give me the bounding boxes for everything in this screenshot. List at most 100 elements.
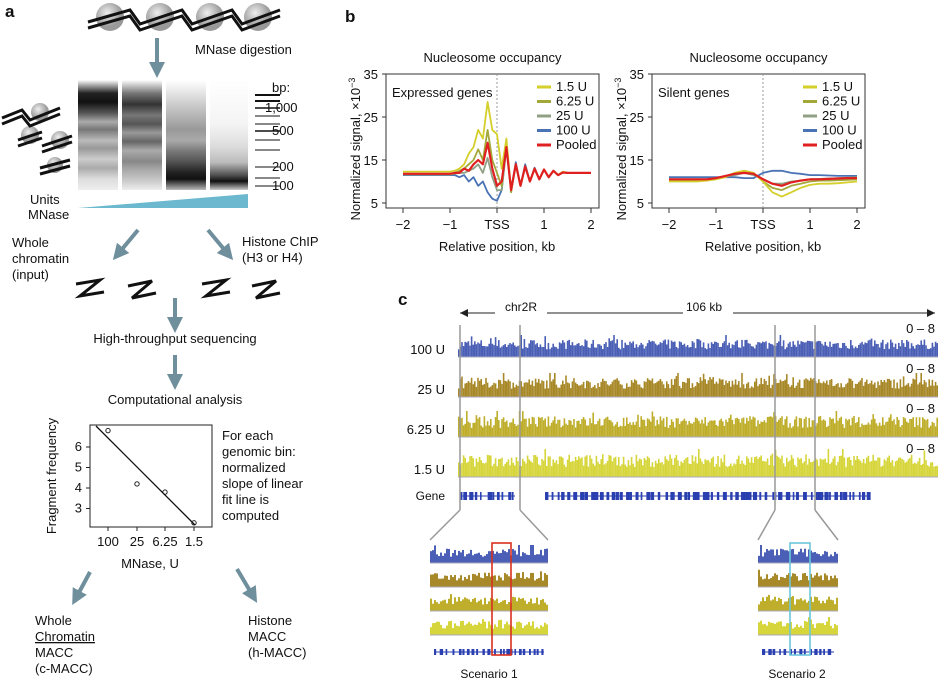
signal-bar (893, 379, 895, 397)
signal-bar (478, 380, 481, 397)
signal-bar (536, 456, 538, 477)
signal-bar (838, 347, 841, 357)
signal-bar (934, 341, 937, 357)
signal-bar (571, 460, 574, 477)
signal-bar (674, 378, 676, 397)
signal-bar (734, 464, 737, 477)
signal-bar (627, 386, 630, 397)
signal-bar (534, 554, 536, 563)
signal-bar (444, 599, 446, 611)
signal-bar (914, 348, 916, 357)
exon (858, 492, 861, 500)
signal-bar (524, 553, 526, 563)
signal-bar (619, 349, 622, 357)
signal-bar (909, 457, 911, 477)
signal-bar (522, 572, 524, 587)
c-macc-label: Whole Chromatin MACC (c-MACC) (35, 613, 95, 676)
signal-bar (518, 572, 520, 587)
exon (735, 492, 739, 500)
signal-bar (915, 345, 918, 357)
span-label: 106 kb (686, 300, 722, 314)
signal-bar (893, 419, 895, 437)
signal-bar (472, 422, 474, 437)
signal-bar (488, 572, 490, 587)
legend-label: 6.25 U (556, 94, 594, 109)
signal-bar (482, 556, 484, 563)
signal-bar (790, 455, 793, 477)
signal-bar (850, 459, 852, 477)
signal-bar (768, 416, 770, 437)
signal-bar (674, 427, 676, 437)
signal-bar (723, 454, 726, 477)
signal-bar (635, 344, 638, 357)
signal-bar (766, 549, 768, 563)
signal-bar (438, 578, 440, 587)
signal-bar (830, 575, 832, 587)
signal-bar (597, 344, 599, 357)
signal-bar (549, 425, 551, 437)
signal-bar (744, 465, 746, 477)
signal-bar (494, 337, 497, 357)
signal-bar (562, 425, 564, 437)
signal-bar (789, 386, 791, 397)
signal-bar (482, 462, 484, 477)
signal-bar (712, 343, 714, 357)
signal-bar (586, 380, 588, 397)
signal-bar (772, 576, 774, 587)
signal-bar (589, 455, 591, 477)
signal-bar (898, 342, 900, 357)
signal-bar (496, 466, 498, 477)
signal-bar (442, 555, 444, 563)
signal-bar (878, 457, 881, 477)
signal-bar (858, 417, 860, 437)
chart-annotation: Expressed genes (392, 85, 493, 100)
signal-bar (606, 416, 609, 437)
signal-bar (736, 340, 738, 357)
signal-bar (549, 349, 551, 357)
signal-bar (581, 384, 583, 397)
data-point (105, 427, 111, 434)
signal-bar (477, 377, 479, 397)
signal-bar (784, 578, 786, 587)
signal-bar (485, 377, 487, 397)
ladder-mark: 100 (272, 178, 294, 193)
signal-bar (474, 381, 476, 397)
signal-bar (806, 340, 809, 357)
signal-bar (812, 552, 814, 563)
signal-bar (653, 383, 655, 397)
signal-bar (590, 343, 593, 357)
signal-bar (899, 426, 902, 437)
signal-bar (518, 545, 520, 563)
signal-bar (907, 383, 910, 397)
exon (772, 649, 776, 655)
signal-bar (789, 460, 791, 477)
signal-bar (802, 387, 804, 397)
signal-bar (452, 553, 454, 563)
signal-bar (624, 342, 626, 357)
signal-bar (784, 349, 786, 357)
signal-bar (666, 344, 668, 357)
signal-bar (446, 548, 448, 563)
signal-bar (654, 343, 657, 357)
signal-bar (597, 383, 599, 397)
signal-bar (824, 341, 826, 357)
signal-bar (502, 628, 504, 635)
signal-bar (546, 574, 548, 587)
signal-bar (792, 596, 794, 611)
signal-bar (456, 625, 458, 635)
signal-bar (696, 418, 698, 437)
signal-bar (550, 381, 553, 397)
signal-bar (710, 379, 713, 397)
signal-bar (918, 345, 921, 357)
signal-bar (515, 346, 518, 357)
scale-bar (460, 302, 935, 317)
exon (615, 492, 619, 500)
signal-bar (512, 382, 514, 397)
signal-bar (738, 418, 740, 437)
signal-bar (466, 578, 468, 587)
signal-bar (782, 463, 785, 477)
signal-bar (683, 343, 686, 357)
signal-bar (806, 464, 809, 477)
exon (501, 492, 504, 500)
signal-bar (768, 621, 770, 635)
